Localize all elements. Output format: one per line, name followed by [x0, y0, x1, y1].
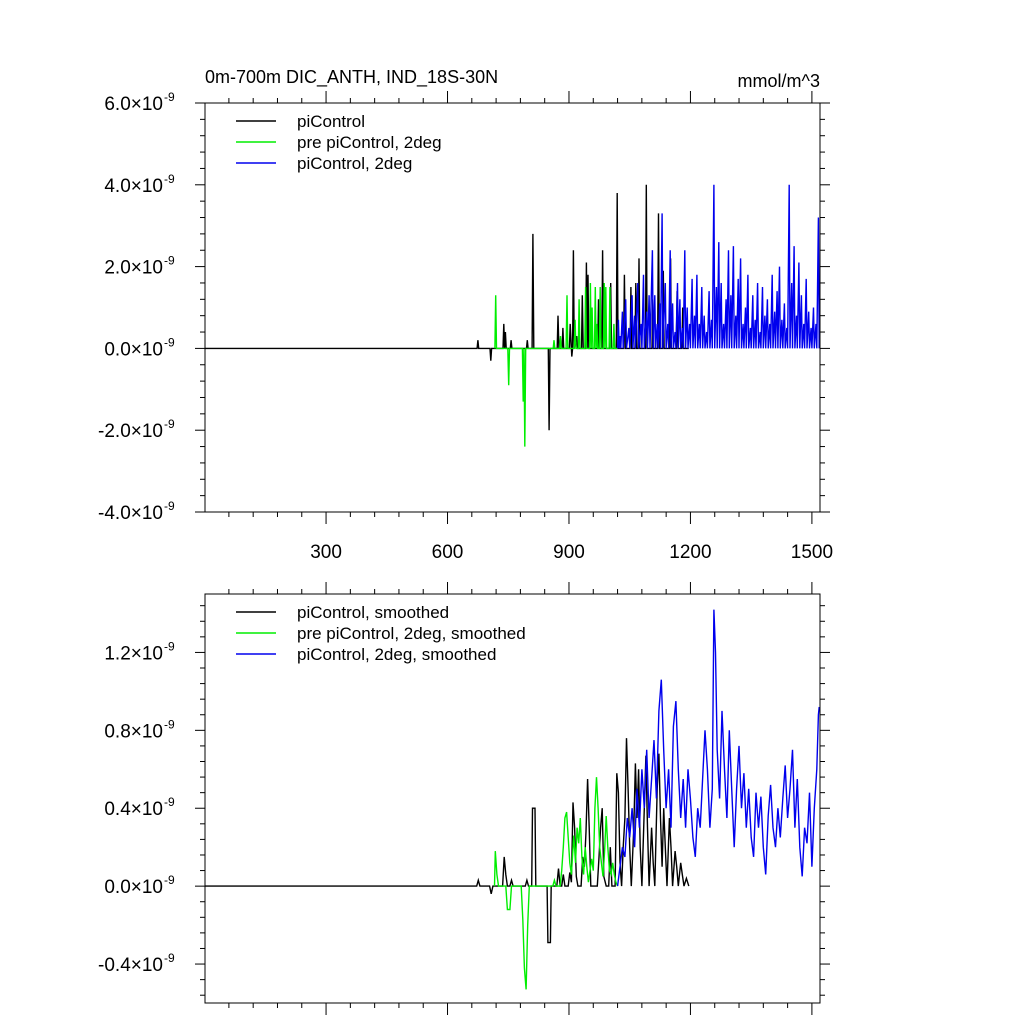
y-tick-label: 4.0×10: [104, 176, 163, 197]
y-tick-label: 0.0×10: [104, 877, 163, 898]
bottom-panel: -0.4×10 -90.0×10 -90.4×10 -90.8×10 -91.2×10-…: [98, 582, 830, 1015]
y-tick-exponent: -9: [164, 873, 175, 887]
bottom-panel-series-lines: [205, 609, 820, 990]
series-line-picontrol-smoothed: [205, 738, 690, 944]
series-line-picontrol: [205, 184, 689, 431]
x-tick-label: 1200: [669, 542, 711, 563]
legend-entry-picontrol: piControl: [297, 112, 365, 131]
legend-entry-pre-picontrol-2deg: pre piControl, 2deg: [297, 133, 442, 152]
bottom-panel-frame: [204, 593, 821, 1004]
y-tick-label: 0.4×10: [104, 799, 163, 820]
top-panel-title: 0m-700m DIC_ANTH, IND_18S-30N: [205, 67, 498, 88]
top-panel-axis-ticks: 300 600 900 1200 1500-4.0×10 -9-2.0×10 -90.0×1…: [98, 90, 833, 563]
bottom-panel-axis-ticks: -0.4×10 -90.0×10 -90.4×10 -90.8×10 -91.2×10-…: [98, 582, 830, 1015]
y-tick-exponent: -9: [164, 499, 175, 513]
y-tick-label: -2.0×10: [98, 421, 163, 442]
y-tick-exponent: -9: [164, 795, 175, 809]
x-tick-label: 300: [310, 542, 342, 563]
x-tick-label: 900: [553, 542, 585, 563]
top-panel-legend: piControl pre piControl, 2deg piControl,…: [236, 112, 442, 173]
legend-entry-picontrol-2deg-smoothed: piControl, 2deg, smoothed: [297, 645, 496, 664]
y-tick-label: -4.0×10: [98, 503, 163, 524]
y-tick-exponent: -9: [164, 254, 175, 268]
y-tick-exponent: -9: [164, 717, 175, 731]
y-tick-label: 1.2×10: [104, 643, 163, 664]
y-tick-label: -0.4×10: [98, 955, 163, 976]
series-line-picontrol-2deg-smoothed: [616, 609, 820, 887]
series-line-pre-picontrol-2deg: [494, 282, 618, 447]
x-tick-label: 1500: [791, 542, 833, 563]
y-tick-label: 2.0×10: [104, 258, 163, 279]
legend-entry-picontrol-smoothed: piControl, smoothed: [297, 603, 449, 622]
y-tick-exponent: -9: [164, 951, 175, 965]
y-tick-label: 0.8×10: [104, 721, 163, 742]
y-tick-label: 6.0×10: [104, 94, 163, 115]
top-panel: 0m-700m DIC_ANTH, IND_18S-30N mmol/m^3 3…: [98, 67, 833, 563]
series-line-pre-picontrol-2deg-smoothed: [493, 777, 619, 990]
y-tick-exponent: -9: [164, 417, 175, 431]
y-tick-exponent: -9: [164, 172, 175, 186]
top-panel-units: mmol/m^3: [738, 71, 820, 91]
y-tick-exponent: -9: [164, 639, 175, 653]
legend-entry-pre-picontrol-2deg-smoothed: pre piControl, 2deg, smoothed: [297, 624, 526, 643]
top-panel-frame: [204, 102, 821, 513]
bottom-panel-legend: piControl, smoothed pre piControl, 2deg,…: [236, 603, 526, 664]
y-tick-exponent: -9: [164, 335, 175, 349]
legend-entry-picontrol-2deg: piControl, 2deg: [297, 154, 412, 173]
series-line-picontrol-2deg: [616, 184, 820, 349]
top-panel-series-lines: [205, 184, 820, 447]
y-tick-label: 0.0×10: [104, 339, 163, 360]
x-tick-label: 600: [432, 542, 464, 563]
y-tick-exponent: -9: [164, 90, 175, 104]
